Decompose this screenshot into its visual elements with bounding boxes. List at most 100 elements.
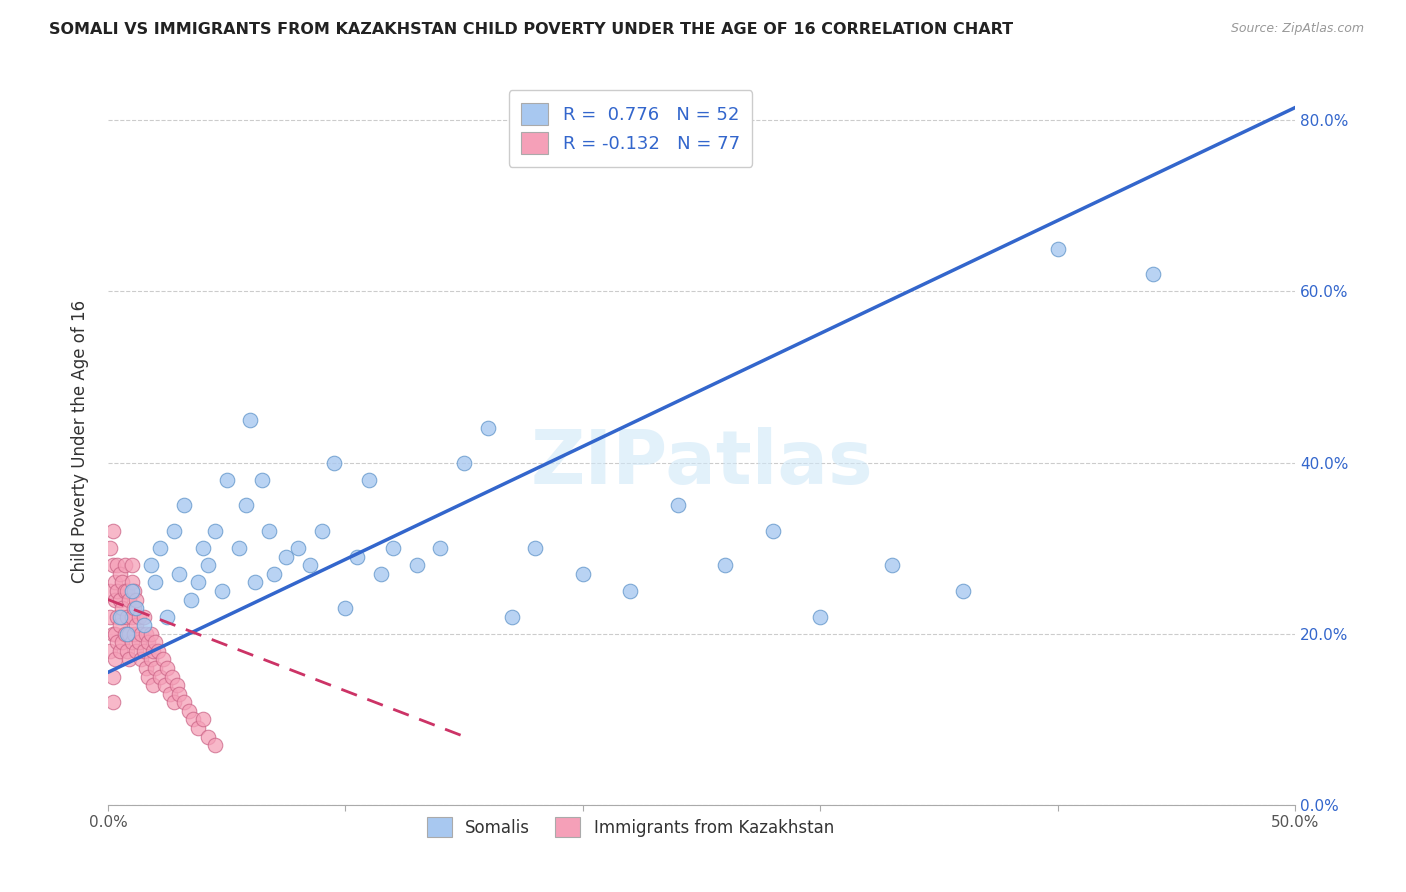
Point bbox=[139, 627, 162, 641]
Point bbox=[128, 609, 150, 624]
Point bbox=[114, 627, 136, 641]
Point bbox=[163, 524, 186, 538]
Point bbox=[187, 721, 209, 735]
Point bbox=[101, 558, 124, 573]
Point bbox=[298, 558, 321, 573]
Point bbox=[382, 541, 405, 556]
Point bbox=[191, 713, 214, 727]
Point bbox=[245, 575, 267, 590]
Point bbox=[197, 558, 219, 573]
Point bbox=[122, 627, 145, 641]
Point bbox=[108, 609, 131, 624]
Point bbox=[121, 558, 143, 573]
Point bbox=[173, 695, 195, 709]
Point bbox=[107, 584, 129, 599]
Point bbox=[138, 635, 160, 649]
Point bbox=[111, 609, 134, 624]
Point bbox=[215, 473, 238, 487]
Point bbox=[132, 618, 155, 632]
Point bbox=[880, 558, 903, 573]
Point bbox=[167, 566, 190, 581]
Point bbox=[104, 592, 127, 607]
Point bbox=[98, 644, 121, 658]
Point bbox=[108, 644, 131, 658]
Point bbox=[129, 627, 152, 641]
Point bbox=[252, 473, 274, 487]
Point bbox=[228, 541, 250, 556]
Point bbox=[101, 627, 124, 641]
Point bbox=[101, 695, 124, 709]
Text: Source: ZipAtlas.com: Source: ZipAtlas.com bbox=[1230, 22, 1364, 36]
Point bbox=[370, 566, 392, 581]
Point bbox=[142, 644, 165, 658]
Point bbox=[453, 456, 475, 470]
Point bbox=[125, 592, 148, 607]
Point bbox=[108, 592, 131, 607]
Point bbox=[197, 730, 219, 744]
Point bbox=[145, 575, 167, 590]
Point bbox=[187, 575, 209, 590]
Point bbox=[153, 678, 176, 692]
Point bbox=[346, 549, 368, 564]
Point bbox=[146, 644, 169, 658]
Point bbox=[501, 609, 523, 624]
Point bbox=[104, 652, 127, 666]
Point bbox=[287, 541, 309, 556]
Point bbox=[125, 644, 148, 658]
Point bbox=[263, 566, 285, 581]
Text: SOMALI VS IMMIGRANTS FROM KAZAKHSTAN CHILD POVERTY UNDER THE AGE OF 16 CORRELATI: SOMALI VS IMMIGRANTS FROM KAZAKHSTAN CHI… bbox=[49, 22, 1014, 37]
Point bbox=[167, 687, 190, 701]
Point bbox=[159, 687, 181, 701]
Point bbox=[129, 652, 152, 666]
Point bbox=[114, 584, 136, 599]
Point bbox=[477, 421, 499, 435]
Point bbox=[180, 592, 202, 607]
Point bbox=[104, 627, 127, 641]
Point bbox=[111, 635, 134, 649]
Point bbox=[572, 566, 595, 581]
Point bbox=[98, 609, 121, 624]
Point bbox=[118, 592, 141, 607]
Point bbox=[149, 670, 172, 684]
Point bbox=[115, 627, 138, 641]
Point bbox=[163, 695, 186, 709]
Point bbox=[118, 627, 141, 641]
Point bbox=[98, 584, 121, 599]
Point bbox=[1046, 242, 1069, 256]
Point bbox=[114, 558, 136, 573]
Point bbox=[132, 644, 155, 658]
Point bbox=[115, 644, 138, 658]
Point bbox=[359, 473, 381, 487]
Point bbox=[121, 584, 143, 599]
Point bbox=[1142, 268, 1164, 282]
Point bbox=[239, 413, 262, 427]
Point bbox=[156, 609, 179, 624]
Point bbox=[115, 609, 138, 624]
Point bbox=[952, 584, 974, 599]
Point bbox=[211, 584, 233, 599]
Point bbox=[204, 524, 226, 538]
Point bbox=[145, 661, 167, 675]
Point bbox=[138, 670, 160, 684]
Point bbox=[714, 558, 737, 573]
Point bbox=[121, 575, 143, 590]
Point bbox=[259, 524, 281, 538]
Point bbox=[142, 678, 165, 692]
Point bbox=[128, 635, 150, 649]
Point bbox=[108, 566, 131, 581]
Point bbox=[666, 499, 689, 513]
Point bbox=[619, 584, 641, 599]
Point bbox=[139, 652, 162, 666]
Point bbox=[762, 524, 785, 538]
Point bbox=[107, 635, 129, 649]
Point bbox=[121, 609, 143, 624]
Point bbox=[101, 670, 124, 684]
Point bbox=[111, 601, 134, 615]
Point bbox=[524, 541, 547, 556]
Point bbox=[122, 601, 145, 615]
Point bbox=[810, 609, 832, 624]
Point bbox=[122, 584, 145, 599]
Point bbox=[101, 524, 124, 538]
Point bbox=[235, 499, 257, 513]
Point bbox=[118, 652, 141, 666]
